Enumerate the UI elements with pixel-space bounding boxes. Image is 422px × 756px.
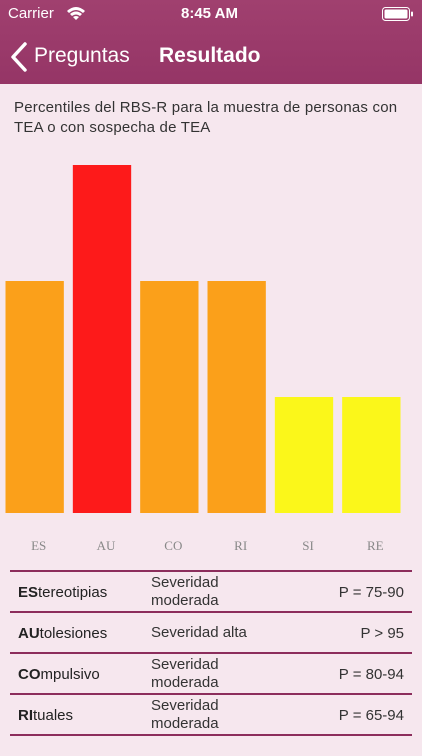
scale-name: AUtolesiones [18,625,107,642]
scale-abbr: CO [18,666,41,683]
bar [5,281,64,513]
x-tick-label: SI [302,538,314,553]
percentile: P = 65-94 [338,707,404,724]
table-row: COmpulsivo Severidad moderada P = 80-94 [10,652,412,693]
bar [207,281,266,513]
severity: Severidad moderada [151,696,219,732]
back-chevron[interactable] [10,42,28,72]
bar [342,397,401,513]
results-table: EStereotipias Severidad moderada P = 75-90… [10,570,412,756]
bar [72,165,132,513]
scale-rest: tereotipias [38,584,108,601]
severity: Severidad moderada [151,655,219,691]
x-tick-label: RI [234,538,247,553]
bar [274,397,334,513]
table-row: EStereotipias Severidad moderada P = 75-90 [10,570,412,611]
percentile: P = 80-94 [338,666,404,683]
battery-icon [382,7,413,21]
wifi-icon [67,7,85,20]
scale-rest: tolesiones [39,625,108,642]
scale-name: COmpulsivo [18,666,100,683]
severity: Severidad moderada [151,573,219,609]
table-row [10,734,412,756]
scale-abbr: RI [18,707,33,724]
time: 8:45 AM [181,5,238,22]
nav-title: Resultado [159,44,261,67]
table-row: AUtolesiones Severidad alta P > 95 [10,611,412,652]
x-tick-label: RE [367,538,384,553]
percentile: P > 95 [360,625,404,642]
nav-bar: Carrier 8:45 AM Preguntas Resultado [0,0,422,84]
bar [140,281,199,513]
table-row: RItuales Severidad moderada P = 65-94 [10,693,412,734]
scale-name: RItuales [18,707,73,724]
severity: Severidad alta [151,623,247,641]
x-tick-label: AU [97,538,116,553]
scale-abbr: AU [18,625,40,642]
percentile: P = 75-90 [338,584,404,601]
back-button[interactable]: Preguntas [34,44,130,67]
carrier: Carrier [8,5,54,22]
scale-rest: mpulsivo [40,666,100,683]
scale-name: EStereotipias [18,584,107,601]
x-tick-label: ES [31,538,46,553]
chart-title: Percentiles del RBS-R para la muestra de… [14,99,398,136]
x-tick-label: CO [164,538,182,553]
chart: ES AU CO RI SI RE [5,165,401,553]
scale-abbr: ES [18,584,39,601]
scale-rest: tuales [33,707,74,724]
